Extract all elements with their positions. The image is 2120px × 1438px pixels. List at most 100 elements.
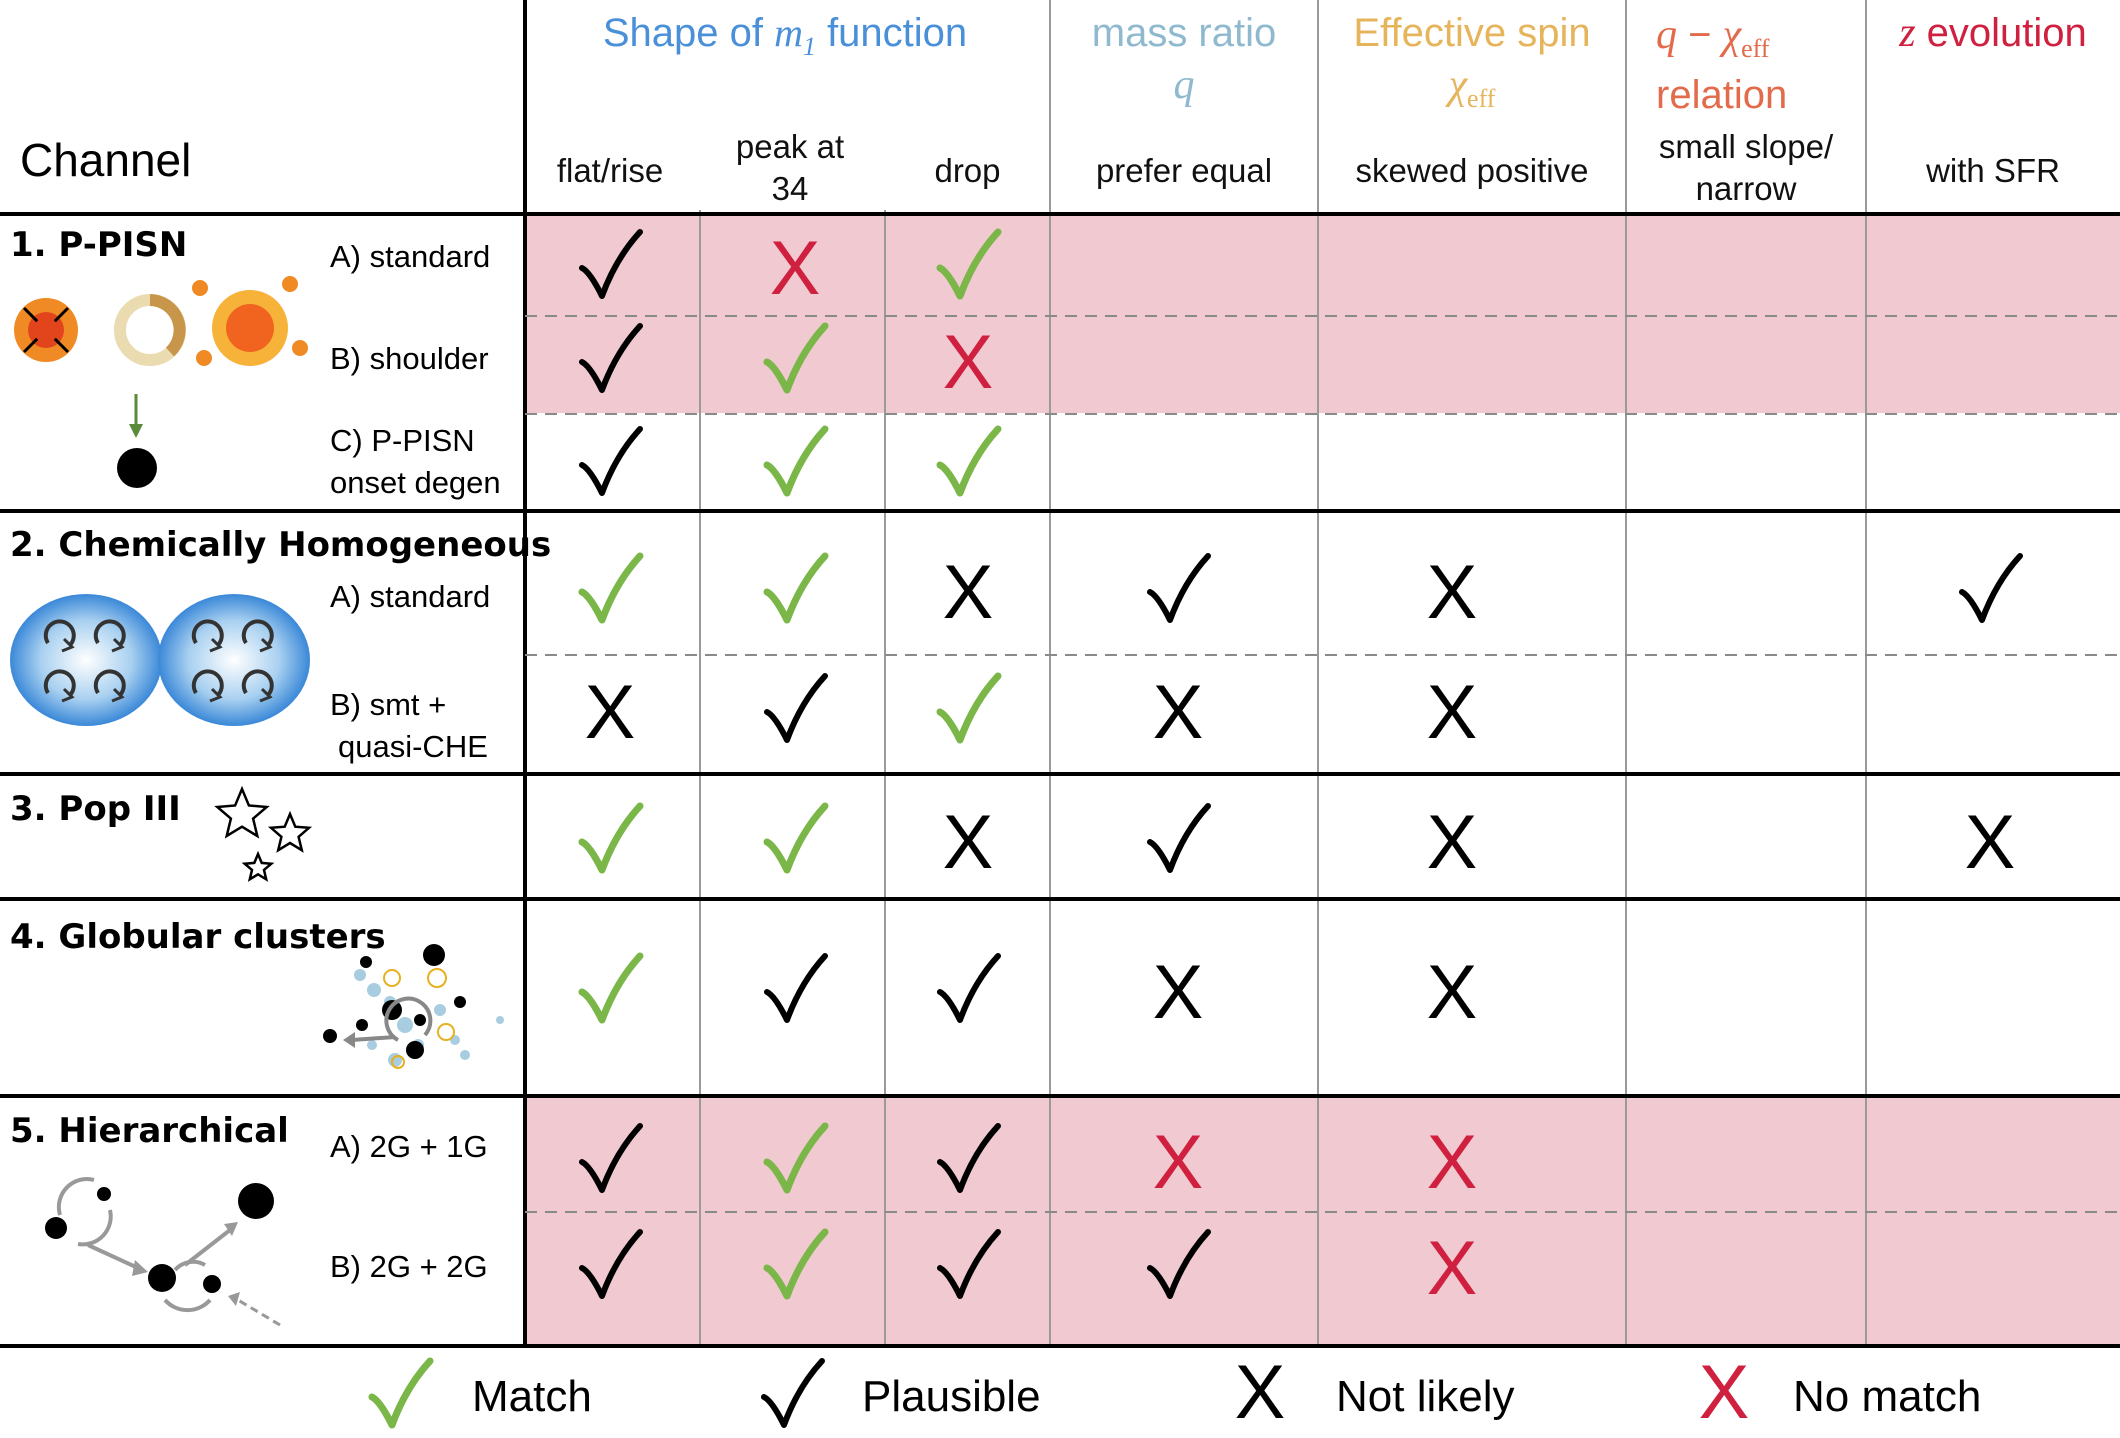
channel-header: Channel [20,134,192,186]
plausible-mark [579,1229,643,1299]
svg-text:X: X [1427,550,1478,635]
not-likely-mark: X [1427,950,1478,1035]
legend-not-likely-label: Not likely [1336,1372,1515,1421]
match-mark [936,425,1002,497]
z-evolution-subheader: with SFR [1926,152,2060,189]
plausible-mark [1959,553,2023,623]
effective-spin-header: Effective spin χeff [1353,11,1591,113]
channel-title-che: 2. Chemically Homogeneous [10,525,552,565]
match-mark [763,425,829,497]
legend-match-icon [368,1357,434,1429]
plausible-mark [937,1229,1001,1299]
plausible-mark [579,426,643,496]
no-match-mark: X [770,226,821,311]
svg-text:X: X [943,550,994,635]
variant-label-ppisn-b: B) shoulder [330,341,489,376]
variant-label-che-b: B) smt + quasi-CHE [330,687,488,764]
svg-text:X: X [1427,800,1478,885]
shape-function-header: Shape of m1 function [602,10,968,61]
match-mark [763,552,829,624]
mass-ratio-header: mass ratio q [1091,11,1277,108]
not-likely-mark: X [1427,670,1478,755]
legend-no-match-label: No match [1793,1372,1982,1421]
not-likely-mark: X [1427,550,1478,635]
channel-title-ppisn: 1. P-PISN [10,225,188,265]
not-likely-mark: X [585,670,636,755]
not-likely-mark: X [1153,670,1204,755]
variant-label-ppisn-a: A) standard [330,239,491,274]
plausible-mark [1147,553,1211,623]
flat-rise-subheader: flat/rise [556,152,664,189]
plausible-mark [764,673,828,743]
svg-text:X: X [1427,950,1478,1035]
svg-text:X: X [943,800,994,885]
channel-title-globular: 4. Globular clusters [10,917,386,957]
plausible-mark [1147,1229,1211,1299]
highlight-hierarchical [527,1097,2120,1345]
plausible-mark [579,229,643,299]
z-evolution-header: z evolution [1899,10,2087,56]
match-mark [763,802,829,874]
svg-text:X: X [1153,670,1204,755]
match-mark [578,952,644,1024]
svg-text:X: X [1153,1120,1204,1205]
peak-subheader: peak at 34 [735,128,845,207]
mass-ratio-subheader: prefer equal [1095,152,1273,189]
channel-title-hierarchical: 5. Hierarchical [10,1111,289,1151]
variant-label-ppisn-c: C) P-PISN onset degen [330,423,501,500]
highlight-ppisn-ab [527,215,2120,413]
not-likely-mark: X [1965,800,2016,885]
match-mark [763,322,829,394]
no-match-mark: X [1427,1226,1478,1311]
plausible-mark [937,1123,1001,1193]
svg-text:X: X [1699,1350,1750,1435]
svg-text:X: X [1427,1120,1478,1205]
ppisn-icon [14,276,308,488]
plausible-mark [764,953,828,1023]
variant-label-hier-a: A) 2G + 1G [330,1129,488,1164]
plausible-mark [937,953,1001,1023]
match-mark [936,672,1002,744]
not-likely-mark: X [1427,800,1478,885]
match-mark [578,552,644,624]
legend-not-likely-icon: X [1235,1350,1286,1435]
match-mark [763,1122,829,1194]
plausible-mark [579,1123,643,1193]
cluster-icon [323,944,504,1069]
svg-text:X: X [1235,1350,1286,1435]
match-mark [578,802,644,874]
match-mark [936,228,1002,300]
plausible-mark [1147,803,1211,873]
hierarchical-icon [45,1177,281,1327]
drop-subheader: drop [934,152,1001,189]
not-likely-mark: X [943,800,994,885]
no-match-mark: X [1427,1120,1478,1205]
svg-text:X: X [1427,670,1478,755]
not-likely-mark: X [943,550,994,635]
legend-plausible-icon [761,1358,825,1428]
legend-match-label: Match [472,1372,592,1421]
not-likely-mark: X [1153,950,1204,1035]
che-binary-icon [10,594,310,726]
stars-icon [214,785,313,882]
svg-text:X: X [585,670,636,755]
effective-spin-subheader: skewed positive [1355,152,1589,189]
match-mark [763,1228,829,1300]
svg-text:X: X [1965,800,2016,885]
svg-text:X: X [943,320,994,405]
q-chi-relation-header: q − χeff relation [1656,12,1788,117]
plausible-mark [579,323,643,393]
svg-text:X: X [770,226,821,311]
variant-label-che-a: A) standard [330,579,491,614]
channel-title-pop3: 3. Pop III [10,789,181,829]
svg-text:X: X [1427,1226,1478,1311]
legend-no-match-icon: X [1699,1350,1750,1435]
svg-text:X: X [1153,950,1204,1035]
legend-plausible-label: Plausible [862,1372,1041,1421]
variant-label-hier-b: B) 2G + 2G [330,1249,488,1284]
no-match-mark: X [1153,1120,1204,1205]
no-match-mark: X [943,320,994,405]
q-chi-subheader: small slope/narrow [1658,128,1834,207]
